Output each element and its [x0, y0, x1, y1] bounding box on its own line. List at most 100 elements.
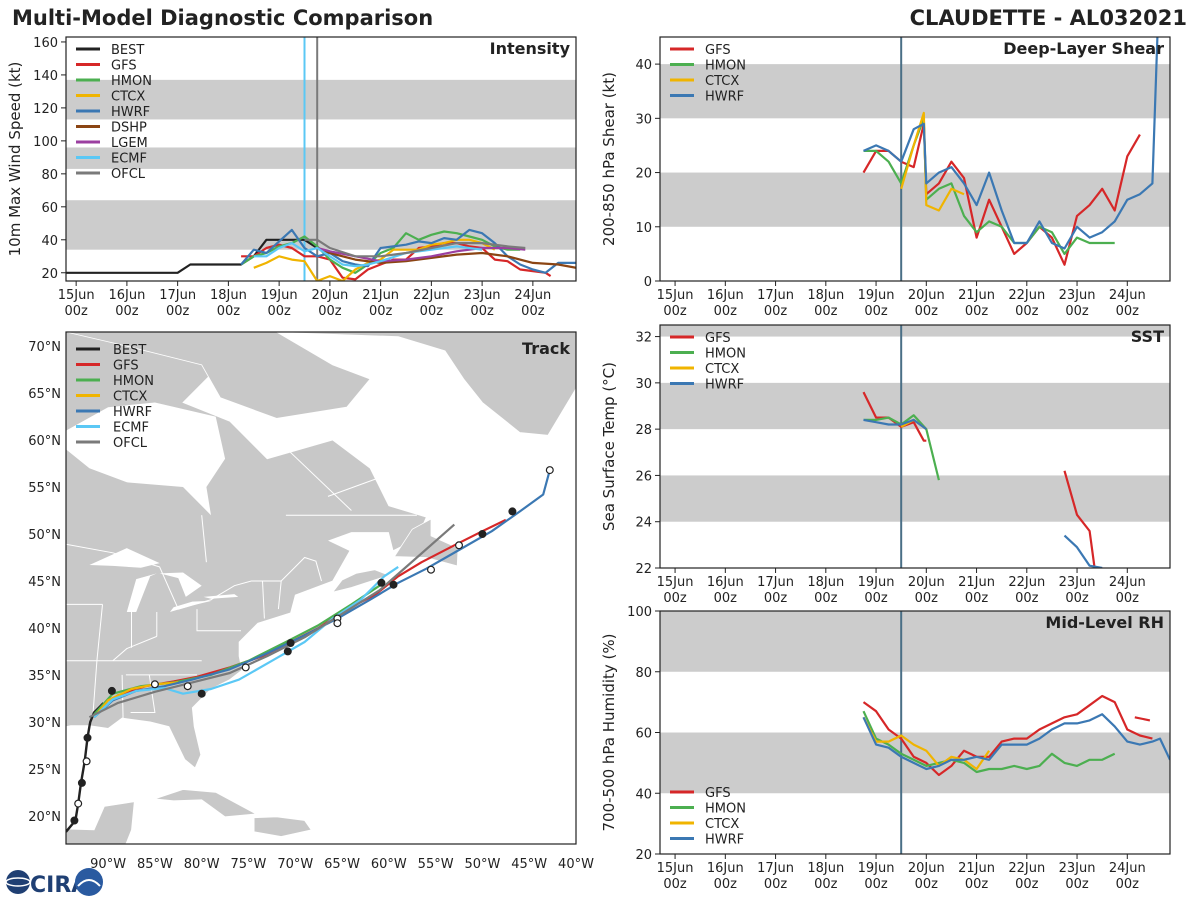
intensity-xtick-day: 21Jun — [362, 288, 399, 303]
sst-xtick-label: 19Jun 00z — [858, 575, 895, 606]
track-position-marker — [333, 619, 342, 628]
hispaniola-land — [253, 816, 312, 837]
track-position-marker — [241, 663, 250, 672]
track-lon-label: 70°W — [277, 857, 313, 872]
intensity-legend-label: HWRF — [111, 105, 150, 120]
gulf-st-lawrence-water — [328, 532, 394, 558]
rh-legend-label: HMON — [705, 802, 746, 817]
sst-xtick-day: 23Jun — [1059, 575, 1096, 590]
shear-legend-label: HWRF — [705, 90, 744, 105]
intensity-xtick-label: 21Jun 00z — [362, 288, 399, 319]
sst-xtick-hour: 00z — [814, 591, 838, 606]
intensity-ytick-label: 100 — [33, 135, 58, 150]
shear-frame — [659, 36, 1171, 282]
sst-legend-label: HWRF — [705, 378, 744, 393]
rh-xtick-label: 24Jun 00z — [1109, 861, 1146, 892]
intensity-ytick-label: 40 — [41, 234, 58, 249]
intensity-xtick-hour: 00z — [470, 304, 494, 319]
rh-xtick-hour: 00z — [965, 877, 989, 892]
track-legend-label: HMON — [113, 374, 154, 389]
shear-legend-label: HMON — [705, 59, 746, 74]
track-lon-label: 85°W — [137, 857, 173, 872]
rh-xtick-day: 15Jun — [657, 861, 694, 876]
shear-series-group — [862, 37, 1159, 266]
shear-xtick-hour: 00z — [714, 304, 738, 319]
intensity-series-ecmf-line — [253, 242, 483, 268]
shear-ytick-label: 30 — [635, 112, 652, 127]
rh-xtick-label: 22Jun 00z — [1008, 861, 1045, 892]
track-legend-label: ECMF — [113, 421, 149, 436]
shear-xtick-day: 24Jun — [1109, 288, 1146, 303]
track-lon-label: 50°W — [464, 857, 500, 872]
intensity-xtick-label: 20Jun 00z — [311, 288, 348, 319]
rh-xtick-day: 22Jun — [1008, 861, 1045, 876]
intensity-xtick-label: 17Jun 00z — [159, 288, 196, 319]
sst-xtick-day: 19Jun — [858, 575, 895, 590]
shear-xtick-hour: 00z — [814, 304, 838, 319]
shear-xtick-day: 16Jun — [707, 288, 744, 303]
header-title: Multi-Model Diagnostic Comparison — [12, 6, 433, 30]
cira-logo: CIRA — [5, 868, 103, 898]
intensity-xtick-hour: 00z — [115, 304, 139, 319]
track-position-marker — [478, 529, 487, 538]
shear-legend-label: GFS — [705, 43, 731, 58]
track-lon-label: 40°W — [558, 857, 594, 872]
intensity-series-lgem-line — [316, 246, 526, 263]
rh-xtick-hour: 00z — [814, 877, 838, 892]
rh-ytick-label: 20 — [635, 848, 652, 863]
intensity-xtick-day: 16Jun — [108, 288, 145, 303]
intensity-series-dshp-line — [316, 246, 576, 269]
intensity-xtick-day: 19Jun — [261, 288, 298, 303]
intensity-xtick-label: 22Jun 00z — [413, 288, 450, 319]
border-line-15 — [257, 420, 352, 511]
intensity-xtick-label: 24Jun 00z — [514, 288, 551, 319]
shear-xtick-hour: 00z — [965, 304, 989, 319]
track-position-marker — [283, 647, 292, 656]
land-layer — [66, 332, 576, 844]
shear-xtick-hour: 00z — [1116, 304, 1140, 319]
yucatan-land — [66, 801, 135, 844]
intensity-ytick-label: 80 — [41, 168, 58, 183]
intensity-xtick-label: 19Jun 00z — [261, 288, 298, 319]
track-ofcl-line — [88, 523, 456, 719]
intensity-xtick-label: 16Jun 00z — [108, 288, 145, 319]
track-lat-label: 45°N — [28, 575, 61, 590]
track-position-marker — [508, 507, 517, 516]
track-position-marker — [77, 778, 86, 787]
track-lat-label: 20°N — [28, 810, 61, 825]
border-line-12 — [277, 580, 282, 610]
intensity-legend-label: ECMF — [111, 152, 147, 167]
storm-id: CLAUDETTE - AL032021 — [910, 6, 1187, 30]
rh-xtick-day: 16Jun — [707, 861, 744, 876]
border-line-10 — [96, 604, 103, 661]
border-line-6 — [112, 635, 157, 662]
track-hmon-line — [93, 584, 381, 716]
sst-ytick-label: 32 — [635, 331, 652, 346]
track-legend-label: OFCL — [113, 436, 148, 451]
intensity-legend-label: OFCL — [111, 167, 146, 182]
great-lake-1 — [126, 573, 157, 612]
track-ctcx-line — [93, 681, 179, 718]
shear-xtick-hour: 00z — [1065, 304, 1089, 319]
sst-legend-label: CTCX — [705, 362, 739, 377]
logo-globe-icon — [6, 870, 30, 894]
intensity-legend-label: GFS — [111, 59, 137, 74]
rh-ytick-label: 80 — [635, 666, 652, 681]
shear-xtick-label: 20Jun 00z — [908, 288, 945, 319]
intensity-series-ofcl-line — [304, 238, 526, 258]
sst-xtick-hour: 00z — [915, 591, 939, 606]
intensity-legend-label: CTCX — [111, 90, 145, 105]
rh-xtick-hour: 00z — [714, 877, 738, 892]
rh-xtick-day: 20Jun — [908, 861, 945, 876]
rh-series-hwrf-line — [862, 713, 1170, 771]
shear-series-gfs-line — [862, 122, 1141, 266]
rh-xtick-label: 23Jun 00z — [1059, 861, 1096, 892]
track-position-marker — [83, 733, 92, 742]
nova-scotia-land — [331, 569, 390, 593]
intensity-xtick-label: 15Jun 00z — [58, 288, 95, 319]
sst-series-hwrf-line — [863, 418, 927, 430]
rh-xtick-day: 23Jun — [1059, 861, 1096, 876]
sst-xtick-day: 18Jun — [807, 575, 844, 590]
